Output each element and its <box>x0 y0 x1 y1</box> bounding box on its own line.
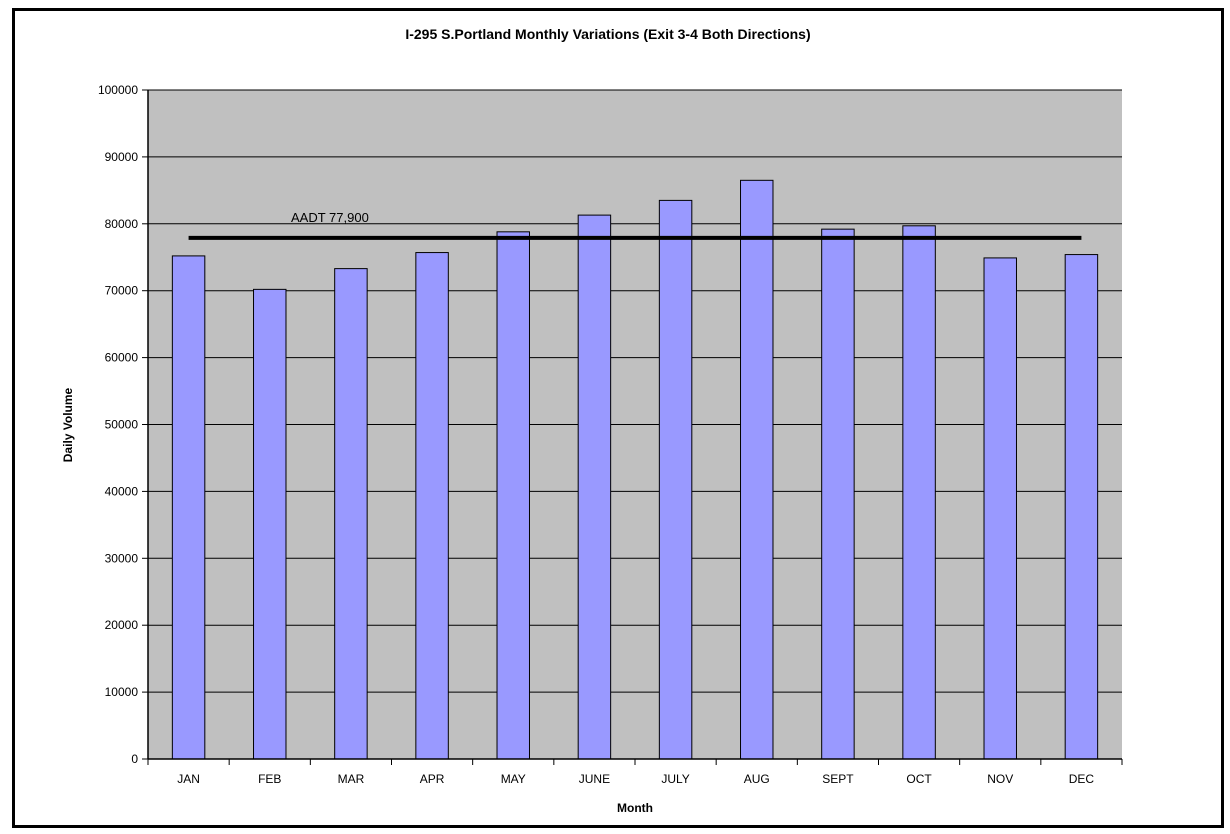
y-tick-label: 30000 <box>105 551 139 565</box>
bar-apr <box>415 252 449 760</box>
bars <box>171 179 1099 760</box>
bar-mar <box>334 268 368 760</box>
x-tick-label: MAY <box>501 772 526 786</box>
bar-nov <box>983 257 1017 760</box>
aadt-reference-line: AADT 77,900 <box>188 210 1082 240</box>
bar-jan <box>171 255 206 760</box>
y-tick-label: 80000 <box>105 217 139 231</box>
bar-feb <box>253 288 287 760</box>
x-tick-label: DEC <box>1069 772 1095 786</box>
bar-aug <box>740 179 774 760</box>
bar-oct <box>902 225 936 760</box>
x-tick-label: APR <box>420 772 445 786</box>
aadt-label: AADT 77,900 <box>291 210 369 225</box>
bar-july <box>658 199 693 760</box>
y-tick-label: 50000 <box>105 418 139 432</box>
x-tick-label: JUNE <box>579 772 610 786</box>
gridlines <box>148 89 1122 693</box>
y-tick-label: 40000 <box>105 484 139 498</box>
chart-title: I-295 S.Portland Monthly Variations (Exi… <box>405 26 810 42</box>
x-axis-label: Month <box>617 801 653 815</box>
y-tick-labels: 0 10000 20000 30000 40000 50000 60000 70000 8000… <box>98 83 148 766</box>
x-tick-label: JULY <box>661 772 689 786</box>
y-tick-label: 10000 <box>105 685 139 699</box>
bar-dec <box>1064 254 1099 760</box>
y-tick-label: 0 <box>131 752 138 766</box>
x-tick-label: JAN <box>177 772 200 786</box>
bar-may <box>496 231 530 760</box>
x-tick-label: NOV <box>987 772 1013 786</box>
x-tick-label: MAR <box>338 772 365 786</box>
bar-june <box>577 214 612 760</box>
y-tick-label: 90000 <box>105 150 139 164</box>
y-tick-label: 70000 <box>105 284 139 298</box>
x-tick-labels: JAN FEB MAR APR MAY JUNE JULY AUG SEPT OCT NOV DEC <box>147 759 1123 786</box>
y-tick-label: 60000 <box>105 351 139 365</box>
y-axis-label: Daily Volume <box>61 387 75 462</box>
x-tick-label: OCT <box>906 772 932 786</box>
x-tick-label: SEPT <box>822 772 854 786</box>
y-tick-label: 100000 <box>98 83 138 97</box>
bar-sept <box>821 228 855 760</box>
y-tick-label: 20000 <box>105 618 139 632</box>
x-tick-label: FEB <box>258 772 281 786</box>
x-tick-label: AUG <box>744 772 770 786</box>
